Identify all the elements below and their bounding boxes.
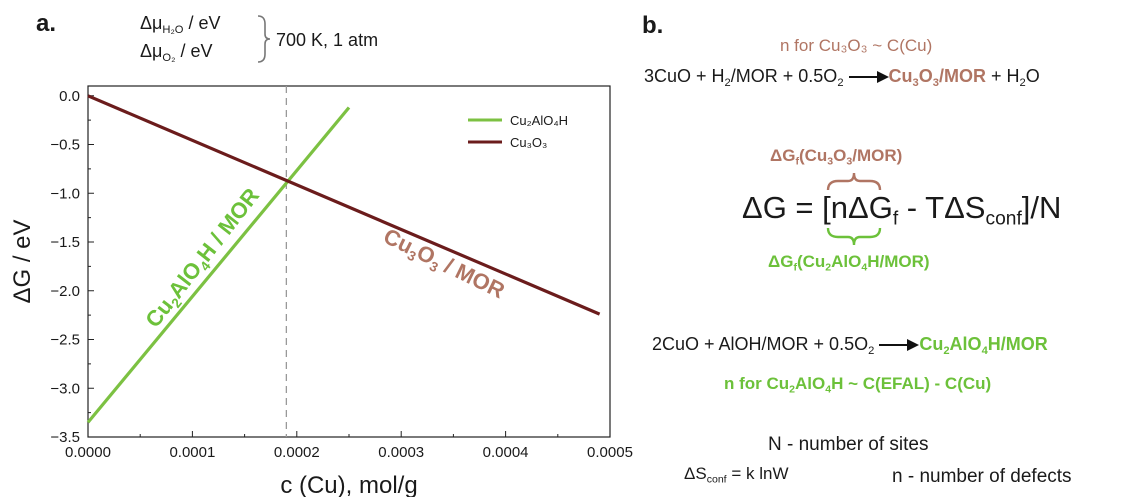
x-tick-label: 0.0002 <box>274 444 320 461</box>
panel-label-a: a. <box>36 10 57 37</box>
panel-a: a. ΔμH₂O / eV ΔμO₂ / eV 700 K, 1 atm 0.0… <box>9 10 633 497</box>
mu-o2-label: ΔμO₂ / eV <box>140 41 213 64</box>
entropy-equation: ΔSconf = k lnW <box>684 464 789 486</box>
reaction-cu3o3: 3CuO + H2/MOR + 0.5O2 Cu3O3/MOR + H2O <box>644 66 1040 89</box>
x-tick-label: 0.0000 <box>65 444 111 461</box>
brace-top <box>826 172 882 191</box>
panel-b: b. n for Cu₃O₃ ~ C(Cu) 3CuO + H2/MOR + 0… <box>640 0 1131 497</box>
y-tick-label: 0.0 <box>59 88 80 105</box>
y-tick-label: −0.5 <box>50 137 80 154</box>
legend-label: Cu₃O₃ <box>510 135 547 150</box>
arrow-icon <box>848 71 889 84</box>
y-tick-label: −1.0 <box>50 185 80 202</box>
conditions-labels: ΔμH₂O / eV ΔμO₂ / eV <box>140 12 221 64</box>
reaction-cu2alo4h: 2CuO + AlOH/MOR + 0.5O2 Cu2AlO4H/MOR <box>652 334 1048 357</box>
dgf-cu3o3-label: ΔGf(Cu3O3/MOR) <box>770 146 903 168</box>
conditions-brace <box>257 15 271 63</box>
series-line-cu2alo4h <box>86 106 351 424</box>
y-axis-title: ΔG / eV <box>9 219 36 303</box>
arrow-icon <box>879 339 920 352</box>
n-cu2alo4h-note: n for Cu2AlO4H ~ C(EFAL) - C(Cu) <box>724 374 992 396</box>
y-tick-label: −1.5 <box>50 234 80 251</box>
panel-label-b: b. <box>642 12 664 39</box>
y-tick-label: −3.0 <box>50 380 80 397</box>
x-tick-label: 0.0003 <box>378 444 424 461</box>
dgf-cu2alo4h-label: ΔGf(Cu2AlO4H/MOR) <box>768 252 930 274</box>
main-equation: ΔG = [nΔGf - TΔSconf]/N <box>742 190 1062 230</box>
conditions-value: 700 K, 1 atm <box>276 30 379 50</box>
y-tick-label: −3.5 <box>50 429 80 446</box>
series-line-cu3o3 <box>87 94 601 316</box>
x-tick-label: 0.0001 <box>169 444 215 461</box>
n-defects-definition: n - number of defects <box>892 466 1072 487</box>
mu-h2o-label: ΔμH₂O / eV <box>140 13 221 36</box>
x-tick-label: 0.0004 <box>483 444 529 461</box>
n-sites-definition: N - number of sites <box>768 434 929 455</box>
y-tick-label: −2.0 <box>50 283 80 300</box>
y-tick-label: −2.5 <box>50 332 80 349</box>
n-cu3o3-note: n for Cu₃O₃ ~ C(Cu) <box>780 36 933 55</box>
brace-bottom <box>826 227 882 246</box>
chart: 0.0000 0.0001 0.0002 0.0003 0.0004 0.0005 0.0 −… <box>9 85 633 497</box>
x-tick-label: 0.0005 <box>587 444 633 461</box>
x-axis-title: c (Cu), mol/g <box>280 472 417 497</box>
legend-label: Cu₂AlO₄H <box>510 113 568 128</box>
